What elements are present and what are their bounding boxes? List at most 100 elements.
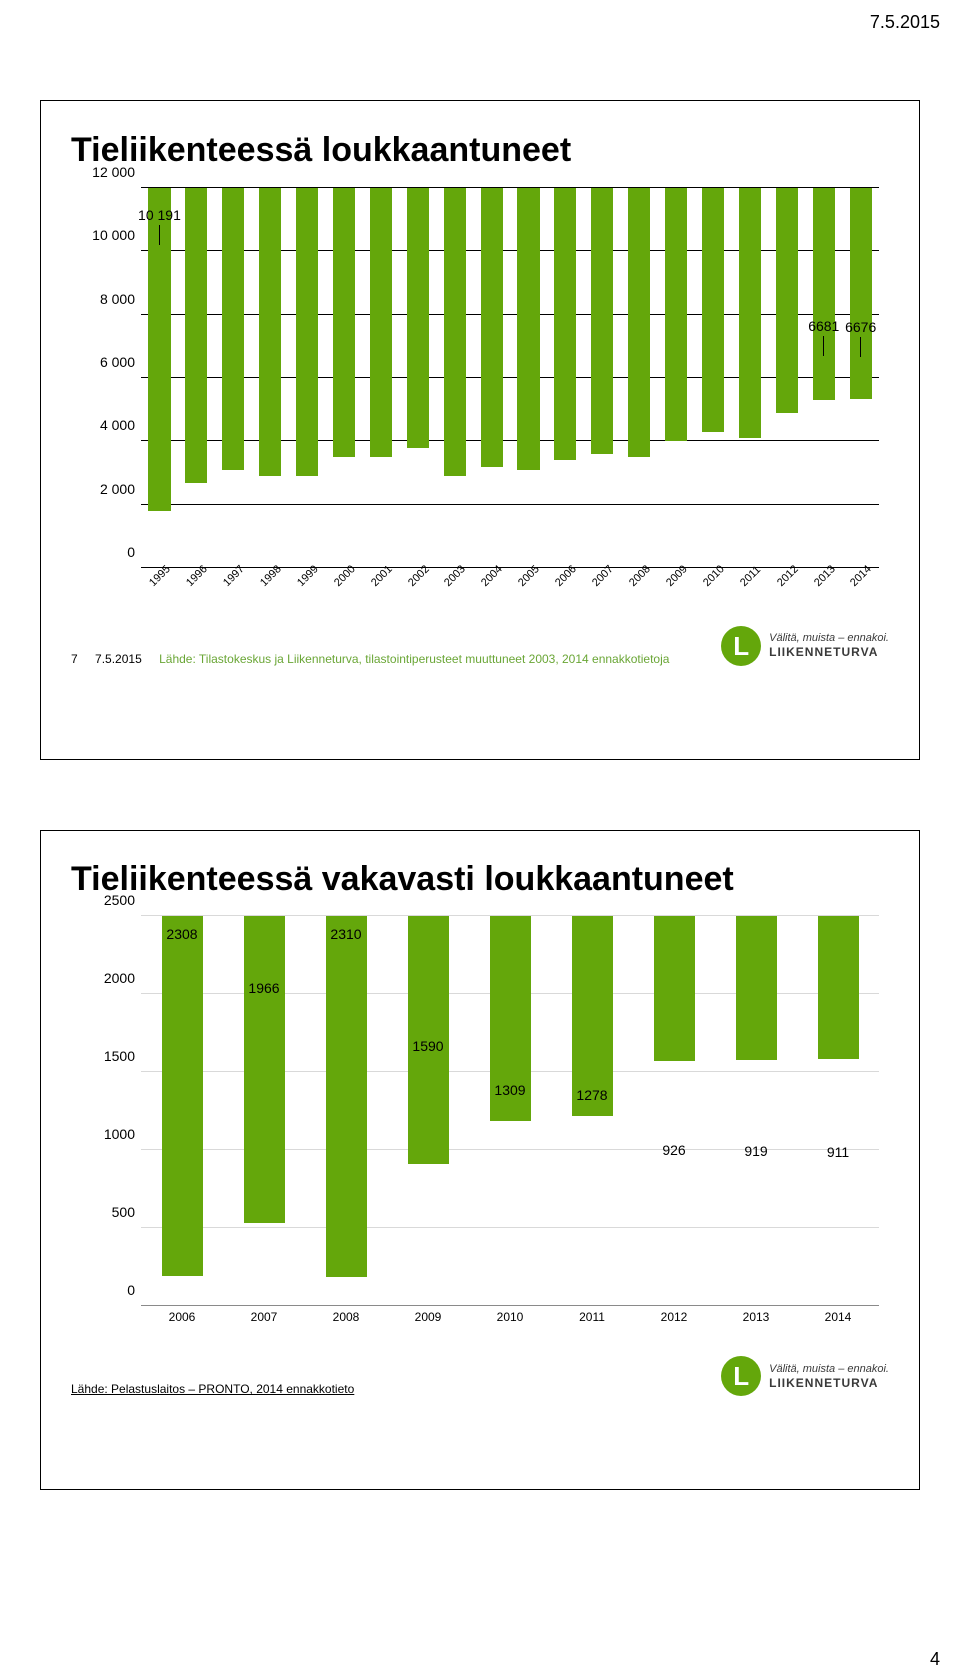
logo-tagline: Välitä, muista – ennakoi. [769, 632, 889, 645]
y-axis-label: 1000 [104, 1126, 141, 1142]
bar-slot: 199510 191 [141, 188, 178, 568]
bar-slot: 1998 [252, 188, 289, 568]
y-axis-label: 500 [112, 1204, 141, 1220]
logo-name: LIIKENNETURVA [769, 1376, 889, 1390]
bar [326, 916, 367, 1276]
y-axis-label: 10 000 [92, 227, 141, 243]
x-axis-label: 2011 [738, 564, 763, 589]
bar-slot: 20101309 [469, 916, 551, 1306]
bar-slot: 2014911 [797, 916, 879, 1306]
x-axis-label: 2006 [553, 563, 579, 589]
bar-value-label: 1309 [494, 1082, 525, 1098]
logo: L Välitä, muista – ennakoi. LIIKENNETURV… [721, 1356, 889, 1396]
bar [259, 188, 281, 476]
bar-slot: 20091590 [387, 916, 469, 1306]
callout-label: 6676 [845, 319, 876, 335]
bar-slot: 2012926 [633, 916, 715, 1306]
x-axis-label: 1996 [184, 563, 210, 589]
x-axis-label: 2011 [579, 1310, 605, 1324]
slide1-number: 7 [71, 652, 78, 666]
x-axis-label: 2008 [627, 563, 653, 589]
bar [407, 188, 429, 448]
x-axis-label: 1999 [295, 563, 321, 589]
bar-slot: 2007 [584, 188, 621, 568]
bar [850, 188, 872, 399]
x-axis-label: 2007 [251, 1310, 278, 1324]
callout-line [823, 336, 824, 356]
y-axis-label: 2000 [104, 970, 141, 986]
bar [481, 188, 503, 467]
bar-slot: 2008 [621, 188, 658, 568]
bar-value-label: 911 [827, 1144, 849, 1160]
bar [702, 188, 724, 432]
bar-slot: 2010 [695, 188, 732, 568]
bar-slot: 2011 [732, 188, 769, 568]
x-axis-label: 1997 [221, 563, 247, 589]
bar-value-label: 1966 [248, 980, 279, 996]
bar-slot: 20082310 [305, 916, 387, 1306]
logo: L Välitä, muista – ennakoi. LIIKENNETURV… [721, 626, 889, 666]
callout-line [860, 337, 861, 357]
x-axis-label: 1995 [147, 563, 173, 589]
bar-slot: 20111278 [551, 916, 633, 1306]
bar-value-label: 926 [662, 1142, 685, 1158]
x-axis-label: 2012 [775, 563, 801, 589]
bar-slot: 20062308 [141, 916, 223, 1306]
bar [628, 188, 650, 457]
bar-slot: 1999 [289, 188, 326, 568]
bar-slot: 20071966 [223, 916, 305, 1306]
bar-slot: 2006 [547, 188, 584, 568]
bar-slot: 2002 [399, 188, 436, 568]
logo-name: LIIKENNETURVA [769, 645, 889, 659]
slide1-source: Lähde: Tilastokeskus ja Liikenneturva, t… [159, 652, 669, 666]
bar [813, 188, 835, 400]
x-axis-label: 2012 [661, 1310, 688, 1324]
x-axis-label: 1998 [258, 563, 284, 589]
callout-line [159, 225, 160, 245]
bar-slot: 2003 [436, 188, 473, 568]
bar-value-label: 1590 [412, 1038, 443, 1054]
x-axis-label: 2009 [664, 563, 690, 589]
bar-value-label: 919 [744, 1143, 767, 1159]
y-axis-label: 2500 [104, 892, 141, 908]
bar [162, 916, 203, 1276]
bar [185, 188, 207, 483]
bar-slot: 2000 [326, 188, 363, 568]
x-axis-label: 2007 [590, 563, 616, 589]
slide2-source: Lähde: Pelastuslaitos – PRONTO, 2014 enn… [71, 1382, 354, 1396]
slide1-footer: 7 7.5.2015 Lähde: Tilastokeskus ja Liike… [71, 626, 889, 666]
slide1-title: Tieliikenteessä loukkaantuneet [71, 131, 889, 170]
x-axis-label: 2005 [516, 563, 542, 589]
x-axis-label: 2014 [848, 563, 874, 589]
slide2-title: Tieliikenteessä vakavasti loukkaantuneet [71, 861, 889, 898]
x-axis-label: 2000 [332, 563, 358, 589]
y-axis-label: 1500 [104, 1048, 141, 1064]
y-axis-label: 6 000 [100, 354, 141, 370]
bar-slot: 2001 [362, 188, 399, 568]
bar [818, 916, 859, 1058]
logo-mark-icon: L [721, 626, 761, 666]
logo-mark-icon: L [721, 1356, 761, 1396]
bar-slot: 2009 [658, 188, 695, 568]
slide1-date: 7.5.2015 [95, 652, 142, 666]
x-axis-label: 2006 [169, 1310, 196, 1324]
page-date: 7.5.2015 [870, 12, 940, 33]
y-axis-label: 0 [127, 544, 141, 560]
bar [444, 188, 466, 476]
y-axis-label: 2 000 [100, 481, 141, 497]
slide2-footer: Lähde: Pelastuslaitos – PRONTO, 2014 enn… [71, 1356, 889, 1396]
bar [736, 916, 777, 1059]
x-axis-label: 2004 [479, 563, 505, 589]
x-axis-label: 2003 [442, 563, 468, 589]
bar-slot: 20146676 [842, 188, 879, 568]
callout-label: 10 191 [138, 207, 181, 223]
chart1: 02 0004 0006 0008 00010 00012 000199510 … [71, 178, 889, 608]
callout-label: 6681 [808, 318, 839, 334]
bar-slot: 2012 [768, 188, 805, 568]
bar [222, 188, 244, 470]
bar [370, 188, 392, 457]
bar-slot: 1996 [178, 188, 215, 568]
bar [665, 188, 687, 441]
bar [554, 188, 576, 460]
bar [572, 916, 613, 1115]
